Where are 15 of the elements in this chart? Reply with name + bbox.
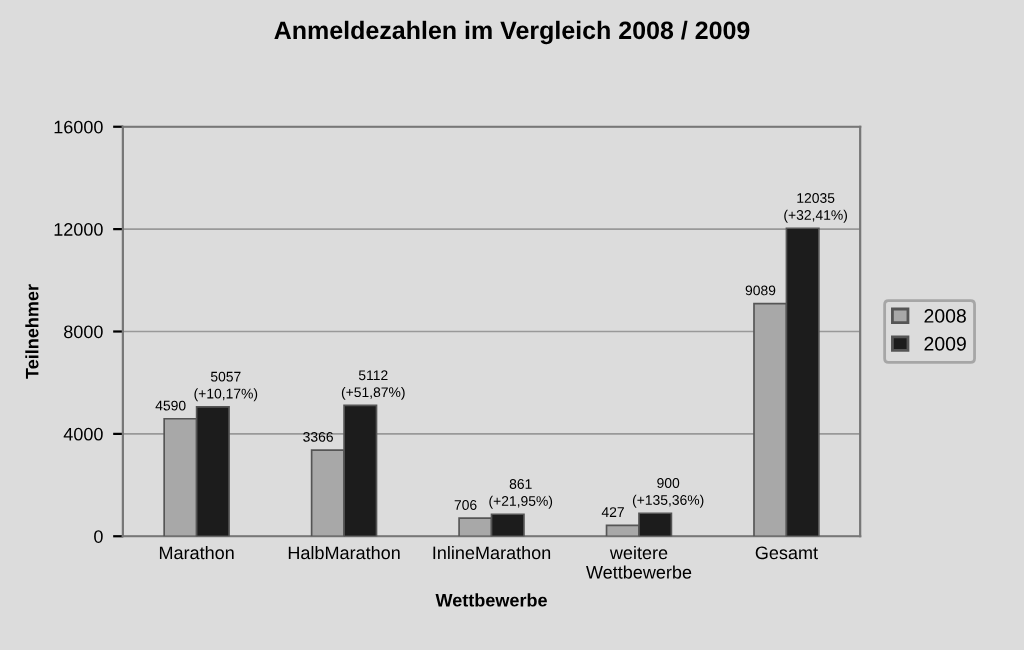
x-tick-label: Gesamt	[755, 546, 818, 560]
chart-title: Anmeldezahlen im Vergleich 2008 / 2009	[274, 20, 750, 45]
y-tick-label: 8000	[64, 325, 103, 339]
legend-label: 2009	[924, 336, 966, 351]
x-tick-label: HalbMarathon	[288, 545, 400, 560]
y-tick-label: 0	[94, 530, 103, 543]
y-tick-label: 4000	[63, 427, 103, 441]
y-axis-title: Teilnehmer	[25, 284, 39, 379]
x-axis-title: Wettbewerbe	[435, 593, 547, 607]
x-tick-label: weitere Wettbewerbe	[586, 545, 692, 579]
legend-label: 2008	[924, 309, 966, 323]
x-tick-label: Marathon	[159, 545, 234, 560]
x-tick-label: InlineMarathon	[433, 545, 551, 560]
y-tick-label: 12000	[54, 223, 103, 236]
y-tick-label: 16000	[54, 120, 103, 134]
